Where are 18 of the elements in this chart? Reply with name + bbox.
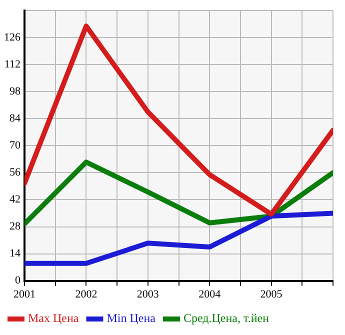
- x-tick-label: 2004: [198, 288, 222, 300]
- y-tick-label: 56: [10, 166, 21, 179]
- legend-label: Max Цена: [28, 311, 80, 326]
- legend-label: Min Цена: [106, 311, 156, 326]
- x-tick-label: 2003: [136, 288, 160, 300]
- legend-label: Сред.Цена, т.йен: [183, 311, 270, 326]
- y-tick-label: 70: [10, 140, 21, 152]
- y-tick-label: 28: [10, 220, 21, 233]
- y-tick-label: 84: [10, 112, 21, 125]
- x-tick-label: 2005: [260, 288, 283, 300]
- y-tick-label: 0: [15, 274, 21, 287]
- y-tick-label: 42: [10, 194, 20, 206]
- x-tick-label: 2002: [75, 288, 98, 300]
- y-tick-label: 98: [10, 86, 21, 98]
- y-tick-label: 14: [10, 248, 21, 260]
- y-tick-label: 126: [4, 32, 21, 44]
- y-tick-label: 112: [4, 58, 20, 71]
- x-tick-label: 2001: [14, 288, 36, 300]
